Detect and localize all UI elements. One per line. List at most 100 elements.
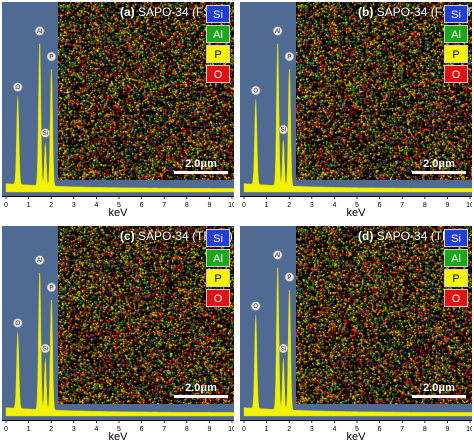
legend-item: O	[444, 65, 468, 83]
peak-label: Al	[37, 258, 42, 264]
tick-label: 3	[310, 426, 314, 433]
legend-item: O	[206, 289, 230, 307]
tick-label: 0	[4, 202, 8, 209]
legend-item: P	[206, 45, 230, 63]
legend-item: Si	[444, 229, 468, 247]
tick-label: 5	[117, 202, 121, 209]
tick-label: 2	[49, 202, 53, 209]
spectrum-trace	[243, 43, 472, 193]
tick-label: 3	[72, 202, 76, 209]
scale-bar-label: 2.0μm	[185, 158, 217, 170]
x-axis-label: keV	[108, 207, 128, 219]
tick-label: 4	[94, 426, 98, 433]
scale-bar-label: 2.0μm	[423, 382, 455, 394]
scale-bar: 2.0μm	[412, 382, 466, 398]
scale-bar-line	[174, 171, 228, 174]
tick-label: 5	[355, 202, 359, 209]
tick-label: 9	[445, 426, 449, 433]
peak-marker	[272, 26, 283, 36]
tick-label: 4	[332, 426, 336, 433]
peak-marker	[12, 318, 23, 328]
tick-label: 10	[228, 426, 234, 433]
tick-label: 7	[162, 426, 166, 433]
legend-item: Al	[444, 249, 468, 267]
peak-marker	[250, 85, 261, 96]
peak-marker	[46, 51, 57, 62]
tick-label: 8	[423, 426, 427, 433]
legend-item: P	[444, 269, 468, 287]
peak-marker	[46, 282, 57, 293]
elemental-map: (a) SAPO-34 (FS) Si Al P O 2.0μm	[58, 2, 234, 180]
legend-item: Al	[444, 25, 468, 43]
peak-label: Al	[275, 253, 280, 259]
tick-label: 10	[466, 426, 472, 433]
panel-label: (b)	[358, 5, 374, 19]
peak-marker	[34, 26, 45, 36]
tick-label: 4	[332, 202, 336, 209]
scale-bar-line	[174, 395, 228, 398]
tick-label: 3	[310, 202, 314, 209]
elemental-map: (c) SAPO-34 (TEOS) Si Al P O 2.0μm	[58, 226, 234, 404]
eds-panel: O Al Si P (a) SAPO-34 (FS) Si Al P O 2.0μm 0 1 2 3 4 5 6…	[2, 2, 234, 219]
peak-label: Al	[275, 29, 280, 35]
panel-label: (c)	[120, 229, 135, 243]
tick-label: 9	[207, 202, 211, 209]
peak-label: Al	[37, 29, 42, 35]
tick-label: 2	[287, 202, 291, 209]
element-legend: Si Al P O	[206, 5, 230, 85]
peak-marker	[284, 51, 295, 62]
legend-item: Al	[206, 249, 230, 267]
tick-label: 7	[400, 202, 404, 209]
scale-bar: 2.0μm	[412, 158, 466, 174]
tick-label: 10	[228, 202, 234, 209]
tick-label: 0	[242, 426, 246, 433]
tick-label: 7	[400, 426, 404, 433]
tick-label: 8	[185, 426, 189, 433]
spectrum-trace	[5, 43, 234, 193]
map-pixels	[296, 226, 472, 404]
tick-label: 6	[140, 202, 144, 209]
map-pixels	[296, 2, 472, 180]
peak-label: O	[15, 321, 20, 327]
tick-label: 8	[185, 202, 189, 209]
x-axis: 0 1 2 3 4 5 6 7 8 9 10	[240, 420, 472, 433]
x-axis: 0 1 2 3 4 5 6 7 8 9 10	[240, 196, 472, 209]
peak-label: P	[287, 275, 291, 281]
x-axis: 0 1 2 3 4 5 6 7 8 9 10	[2, 196, 234, 209]
peak-label: O	[253, 304, 258, 310]
tick-label: 7	[162, 202, 166, 209]
scale-bar-label: 2.0μm	[423, 158, 455, 170]
scale-bar: 2.0μm	[174, 158, 228, 174]
x-axis-label: keV	[346, 207, 366, 219]
legend-item: P	[444, 45, 468, 63]
spectrum-trace	[243, 267, 472, 417]
peak-label: Si	[281, 347, 286, 353]
tick-label: 2	[287, 426, 291, 433]
legend-item: Si	[206, 229, 230, 247]
peak-marker	[278, 343, 289, 354]
panel-label: (d)	[358, 229, 374, 243]
peak-label: P	[49, 55, 53, 61]
eds-spectrum: O Al Si P	[5, 26, 234, 193]
tick-label: 1	[265, 202, 269, 209]
tick-label: 0	[4, 426, 8, 433]
peak-marker	[272, 250, 283, 260]
scale-bar-label: 2.0μm	[185, 382, 217, 394]
tick-label: 10	[466, 202, 472, 209]
sample-name: SAPO-34 (FS)	[138, 5, 216, 19]
element-legend: Si Al P O	[206, 229, 230, 309]
legend-item: P	[206, 269, 230, 287]
tick-label: 4	[94, 202, 98, 209]
tick-label: 2	[49, 426, 53, 433]
peak-label: Si	[43, 347, 48, 353]
element-legend: Si Al P O	[444, 5, 468, 85]
tick-label: 1	[27, 202, 31, 209]
tick-label: 9	[445, 202, 449, 209]
spectrum-trace	[5, 272, 234, 417]
tick-label: 6	[378, 202, 382, 209]
x-axis-label: keV	[108, 431, 128, 443]
